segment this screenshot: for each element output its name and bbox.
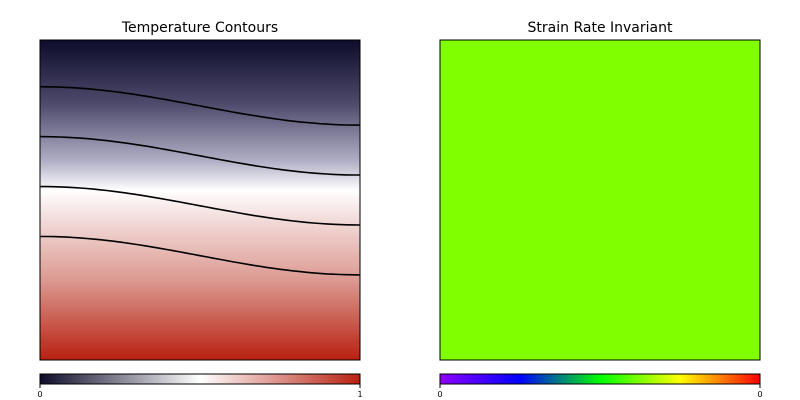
- strain-colorbar-max-label: 0: [757, 390, 762, 399]
- strain-field: [439, 39, 761, 361]
- contour-line: [40, 85, 360, 126]
- temperature-plot-frame: [39, 39, 361, 361]
- temperature-colorbar-max-label: 1: [357, 390, 362, 399]
- strain-colorbar: [439, 373, 761, 385]
- strain-title: Strain Rate Invariant: [528, 20, 673, 36]
- temperature-title: Temperature Contours: [121, 20, 278, 36]
- temperature-contours: [40, 85, 360, 276]
- temperature-field: [40, 40, 360, 360]
- strain-colorbar-min-label: 0: [437, 390, 442, 399]
- contour-line: [40, 235, 360, 276]
- temperature-panel: Temperature Contours 0 1: [37, 20, 362, 399]
- strain-panel: Strain Rate Invariant 0 0: [437, 20, 762, 399]
- contour-line: [40, 185, 360, 226]
- contour-line: [40, 135, 360, 176]
- temperature-colorbar: [39, 373, 361, 385]
- temperature-colorbar-min-label: 0: [37, 390, 42, 399]
